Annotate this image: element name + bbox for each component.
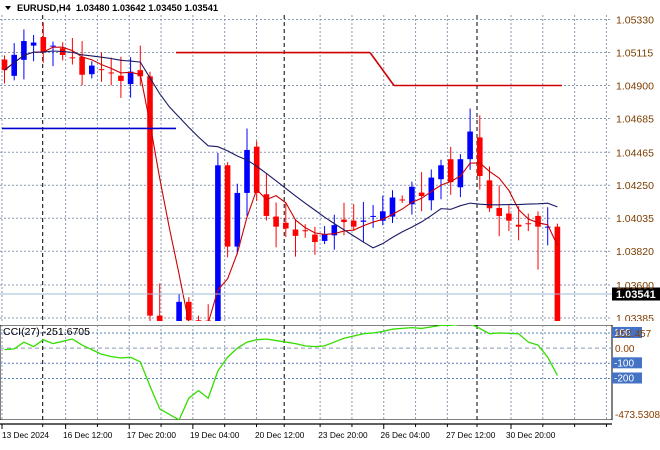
svg-text:1.03820: 1.03820 — [616, 246, 654, 258]
svg-text:1.05115: 1.05115 — [616, 48, 653, 60]
svg-text:1.03600: 1.03600 — [616, 280, 654, 292]
svg-text:1.04250: 1.04250 — [616, 180, 654, 192]
svg-text:1.04465: 1.04465 — [616, 147, 654, 159]
svg-text:-100: -100 — [614, 358, 634, 369]
svg-text:13 Dec 2024: 13 Dec 2024 — [2, 430, 49, 440]
svg-text:23 Dec 20:00: 23 Dec 20:00 — [318, 430, 368, 440]
svg-text:CCI(27) -251.6705: CCI(27) -251.6705 — [3, 326, 90, 338]
svg-text:1.04685: 1.04685 — [616, 114, 654, 126]
svg-text:30 Dec 20:00: 30 Dec 20:00 — [506, 430, 556, 440]
svg-text:1.03385: 1.03385 — [616, 313, 654, 321]
svg-text:20 Dec 12:00: 20 Dec 12:00 — [255, 430, 305, 440]
svg-text:27 Dec 12:00: 27 Dec 12:00 — [446, 430, 496, 440]
svg-text:26 Dec 04:00: 26 Dec 04:00 — [381, 430, 431, 440]
svg-text:1.04035: 1.04035 — [616, 213, 654, 225]
svg-text:0.00: 0.00 — [615, 344, 635, 355]
svg-text:16 Dec 12:00: 16 Dec 12:00 — [63, 430, 113, 440]
svg-text:-473.5308: -473.5308 — [615, 410, 660, 420]
svg-text:17 Dec 20:00: 17 Dec 20:00 — [127, 430, 177, 440]
svg-text:152.457: 152.457 — [615, 329, 652, 340]
svg-text:-200: -200 — [614, 373, 634, 384]
svg-text:1.05330: 1.05330 — [616, 15, 654, 27]
svg-text:19 Dec 04:00: 19 Dec 04:00 — [190, 430, 240, 440]
svg-text:1.04900: 1.04900 — [616, 81, 654, 93]
